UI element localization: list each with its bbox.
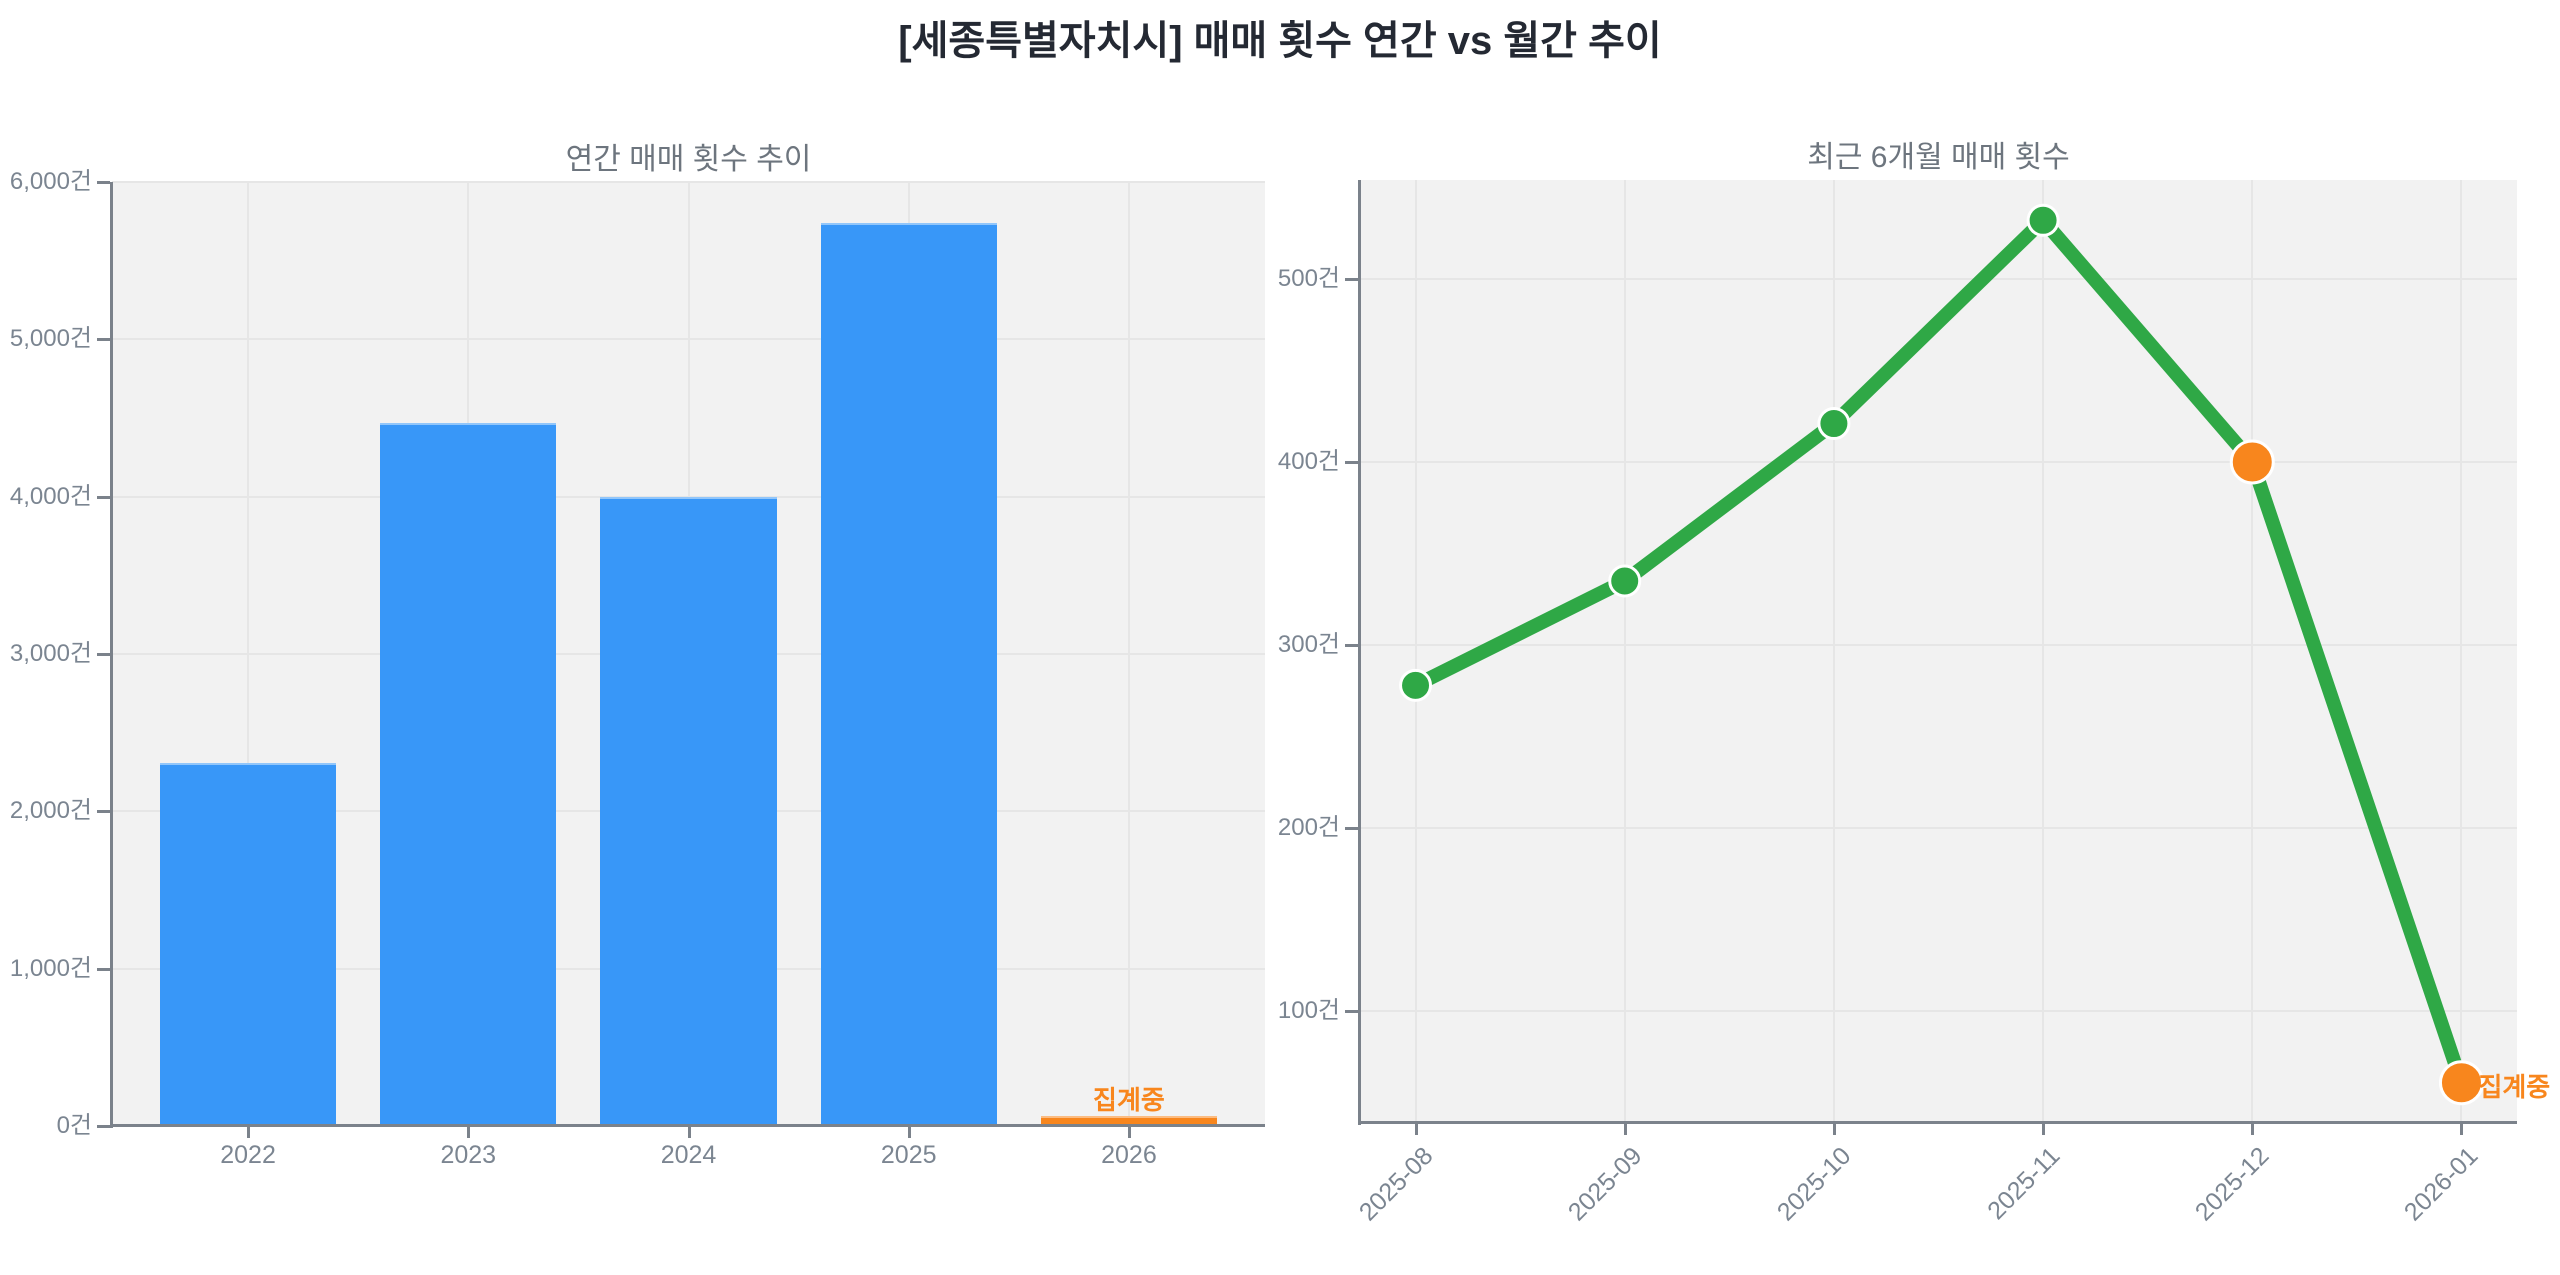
x-tick-label-2025: 2025 <box>880 1141 937 1169</box>
gridline-vertical <box>2251 180 2254 1123</box>
point-2025-08 <box>1399 668 1433 702</box>
gridline-horizontal <box>1360 827 2517 830</box>
y-tick-label: 200건 <box>1277 814 1340 842</box>
x-tick <box>1623 1123 1627 1135</box>
monthly-line-series <box>1399 203 2484 1106</box>
trend-line <box>1408 213 2469 1090</box>
x-tick-label-2023: 2023 <box>440 1141 497 1169</box>
annotation-in-progress: 집계중 <box>1093 1085 1165 1116</box>
gridline-vertical <box>247 182 250 1126</box>
y-tick <box>97 810 110 814</box>
y-tick <box>1345 644 1358 648</box>
annual-plot-area <box>112 181 1265 1126</box>
x-tick <box>2251 1123 2255 1135</box>
x-tick <box>247 1126 251 1138</box>
x-tick-label-2025-09: 2025-09 <box>1562 1141 1648 1227</box>
x-tick-label-2024: 2024 <box>660 1141 717 1169</box>
x-tick-label-2026-01: 2026-01 <box>2399 1141 2484 1227</box>
point-2026-01 <box>2438 1060 2484 1106</box>
monthly-chart-title: 최근 6개월 매매 횟수 <box>1807 141 2070 174</box>
bar-2025 <box>820 222 997 1126</box>
y-tick <box>1345 827 1358 831</box>
x-tick-label-2026: 2026 <box>1101 1141 1157 1169</box>
x-tick-label-2025-08: 2025-08 <box>1353 1141 1439 1227</box>
gridline-vertical <box>1832 180 1835 1123</box>
y-tick-label: 6,000건 <box>9 168 92 195</box>
gridline-horizontal <box>1360 644 2517 647</box>
page-title: [세종특별자치시] 매매 횟수 연간 vs 월간 추이 <box>898 19 1662 63</box>
bar-2024 <box>600 496 777 1126</box>
y-axis-line <box>110 182 113 1128</box>
x-tick <box>2042 1123 2046 1135</box>
y-tick-label: 100건 <box>1277 997 1340 1025</box>
y-axis-line <box>1358 180 1361 1125</box>
gridline-vertical <box>2042 180 2045 1123</box>
x-tick-label-2025-12: 2025-12 <box>2190 1141 2275 1227</box>
y-tick-label: 4,000건 <box>9 482 92 510</box>
monthly-plot-area <box>1360 180 2517 1123</box>
y-tick <box>1345 460 1358 464</box>
x-tick <box>467 1126 471 1138</box>
point-2025-11 <box>2026 203 2060 237</box>
bar-2023 <box>380 422 557 1126</box>
x-axis-line <box>1358 1121 2517 1124</box>
y-tick <box>97 495 110 499</box>
y-tick-label: 300건 <box>1277 631 1340 659</box>
point-2025-09 <box>1608 564 1642 598</box>
gridline-vertical <box>1414 180 1417 1123</box>
point-2025-12 <box>2229 439 2275 485</box>
x-tick-label-2025-10: 2025-10 <box>1771 1141 1857 1227</box>
y-tick-label: 500건 <box>1277 264 1340 292</box>
x-tick <box>687 1126 691 1138</box>
x-tick <box>1832 1123 1836 1135</box>
x-axis-line <box>110 1124 1265 1127</box>
y-tick <box>97 338 110 342</box>
y-tick <box>1345 277 1358 281</box>
x-tick-label-2022: 2022 <box>220 1141 276 1169</box>
y-tick-label: 0건 <box>56 1112 92 1139</box>
annotation-in-progress: 집계중 <box>2478 1071 2551 1102</box>
y-tick <box>97 1125 110 1128</box>
y-tick-label: 400건 <box>1277 447 1340 475</box>
x-tick <box>907 1126 911 1138</box>
y-tick-label: 2,000건 <box>9 797 92 825</box>
point-2025-10 <box>1817 407 1851 441</box>
x-tick <box>2460 1123 2464 1135</box>
x-tick-label-2025-11: 2025-11 <box>1982 1141 2066 1226</box>
gridline-horizontal <box>1360 460 2517 463</box>
gridline-vertical <box>1127 182 1130 1126</box>
gridline-vertical <box>2460 180 2463 1123</box>
y-tick <box>97 653 110 656</box>
gridline-horizontal <box>1360 1010 2517 1013</box>
bar-2022 <box>159 762 337 1126</box>
y-tick <box>97 181 110 184</box>
annual-chart-title: 연간 매매 횟수 추이 <box>565 143 812 176</box>
x-tick <box>1127 1126 1131 1138</box>
x-tick <box>1414 1123 1418 1135</box>
y-tick-label: 3,000건 <box>9 640 92 667</box>
gridline-horizontal <box>1360 277 2517 280</box>
gridline-vertical <box>1623 180 1626 1123</box>
y-tick <box>1345 1010 1358 1014</box>
bar-2026 <box>1040 1116 1218 1126</box>
y-tick-label: 1,000건 <box>9 954 92 982</box>
y-tick <box>97 967 110 971</box>
y-tick-label: 5,000건 <box>9 325 92 353</box>
